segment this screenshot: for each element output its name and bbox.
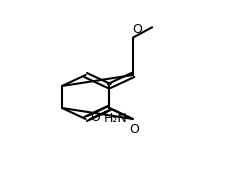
Text: O: O bbox=[132, 23, 142, 36]
Text: O: O bbox=[129, 123, 139, 136]
Text: H₂N: H₂N bbox=[104, 112, 127, 125]
Text: O: O bbox=[90, 111, 100, 124]
